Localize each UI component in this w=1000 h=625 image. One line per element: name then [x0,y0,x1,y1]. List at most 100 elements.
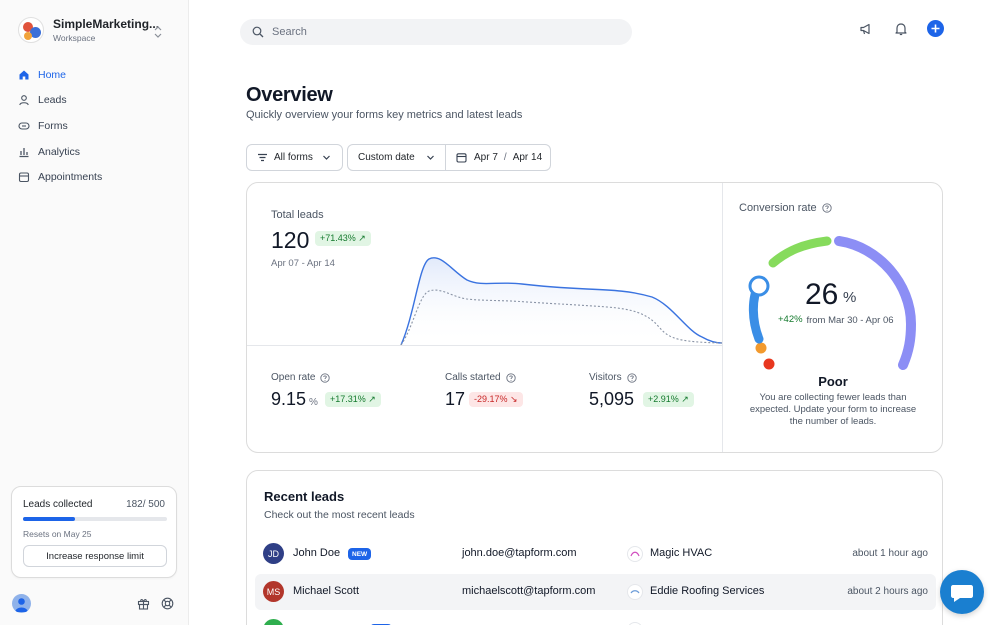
info-icon[interactable] [320,372,331,383]
page-title: Overview [246,84,333,106]
conversion-rate-change: +42% [778,314,803,325]
info-icon[interactable] [626,372,637,383]
gauge-dot-red [763,358,775,370]
chat-icon [951,585,973,602]
leads-progress-fill [23,517,76,521]
calls-started-value: 17 [445,389,466,409]
conversion-rate-value: 26 [805,278,839,311]
company-logo [627,584,643,600]
table-row[interactable]: MS Michael Scott michaelscott@tapform.co… [255,574,936,610]
visitors-label: Visitors [589,372,637,383]
date-range-picker[interactable]: Apr 7 / Apr 14 [446,152,542,163]
lead-time: about 2 hours ago [847,586,928,597]
open-rate-change-badge: +17.31% ↗ [325,392,381,407]
add-button[interactable] [927,20,944,37]
total-leads-range: Apr 07 - Apr 14 [271,258,335,269]
chevron-updown-icon [154,26,162,38]
divider [722,183,723,452]
sidebar-item-leads[interactable]: Leads [0,88,188,114]
user-avatar[interactable] [12,594,31,613]
leads-reset-date: Resets on May 25 [23,529,92,539]
sidebar-item-home[interactable]: Home [0,62,188,88]
sidebar-item-label: Home [38,68,67,81]
home-icon [18,69,30,81]
user-icon [18,94,30,106]
search-icon [252,26,264,38]
new-badge: NEW [348,548,372,560]
search-input[interactable] [272,26,612,38]
leads-collected-title: Leads collected [23,499,93,510]
calls-started-change-badge: -29.17% ↘ [469,392,523,407]
chevron-down-icon [426,153,435,162]
megaphone-icon[interactable] [858,21,874,37]
chart-area [401,257,722,345]
recent-leads-title: Recent leads [264,489,345,504]
forms-icon [18,120,30,132]
gauge-dot-orange [755,342,767,354]
plus-icon [931,24,940,33]
total-leads-change-badge: +71.43% ↗ [315,231,371,246]
date-range-filter[interactable]: Custom date Apr 7 / Apr 14 [347,144,551,171]
sidebar-item-analytics[interactable]: Analytics [0,139,188,165]
sidebar-item-label: Analytics [38,145,81,158]
workspace-switcher[interactable]: SimpleMarketing... Workspace [18,17,168,43]
table-row[interactable] [255,612,936,625]
open-rate-label: Open rate [271,372,331,383]
leads-progress-bar [23,517,167,521]
recent-leads-subtitle: Check out the most recent leads [264,509,415,521]
chart-line-current [400,257,722,345]
lead-company: Magic HVAC [650,547,713,559]
sidebar-item-appointments[interactable]: Appointments [0,164,188,190]
lead-company: Eddie Roofing Services [650,585,765,597]
recent-leads-card: Recent leads Check out the most recent l… [246,470,943,625]
conversion-description: You are collecting fewer leads than expe… [749,392,917,427]
calls-started-label: Calls started [445,372,516,383]
lead-email: michaelscott@tapform.com [462,585,596,597]
info-icon[interactable] [505,372,516,383]
chart-line-previous [400,289,722,345]
avatar: MS [263,581,284,602]
total-leads-chart [400,257,722,345]
filter-icon [257,152,268,163]
sidebar-item-label: Appointments [38,171,103,184]
visitors-change-badge: +2.91% ↗ [643,392,694,407]
sidebar-item-label: Forms [38,119,68,132]
calendar-icon [18,171,30,183]
date-separator: / [503,152,507,163]
sidebar-item-forms[interactable]: Forms [0,113,188,139]
bell-icon[interactable] [893,21,909,37]
divider [247,345,722,346]
calendar-icon [456,152,467,163]
date-mode-dropdown[interactable]: Custom date [348,145,446,170]
lead-time: about 1 hour ago [852,548,928,559]
stats-card: Total leads 120 +71.43% ↗ Apr 07 - Apr 1… [246,182,943,453]
date-mode-label: Custom date [358,152,415,163]
lead-email: john.doe@tapform.com [462,547,577,559]
date-to: Apr 14 [512,152,543,163]
conversion-gauge [748,236,917,370]
avatar [263,619,284,625]
conversion-rate-label: Conversion rate [739,202,832,214]
forms-filter-dropdown[interactable]: All forms [246,144,343,171]
company-logo [627,546,643,562]
table-row[interactable]: JD John Doe NEW john.doe@tapform.com Mag… [255,536,936,572]
lead-name: John Doe [293,547,341,559]
gauge-arc-purple [834,236,917,370]
conversion-grade: Poor [818,374,848,389]
info-icon[interactable] [822,203,832,213]
search-bar[interactable] [240,19,632,45]
increase-limit-button[interactable]: Increase response limit [23,545,167,567]
gift-icon[interactable] [137,597,150,610]
workspace-avatar [18,17,44,43]
conversion-rate-period: from Mar 30 - Apr 06 [806,315,894,326]
forms-filter-label: All forms [274,152,313,163]
help-lifebuoy-icon[interactable] [161,597,174,610]
leads-collected-count: 182/ 500 [126,499,165,510]
date-from: Apr 7 [474,152,498,163]
chat-button[interactable] [940,570,984,614]
visitors-value: 5,095 [589,389,635,409]
workspace-name: SimpleMarketing... [53,17,160,31]
sidebar: SimpleMarketing... Workspace Home Leads … [0,0,189,625]
sidebar-item-label: Leads [38,94,67,107]
analytics-icon [18,146,30,158]
